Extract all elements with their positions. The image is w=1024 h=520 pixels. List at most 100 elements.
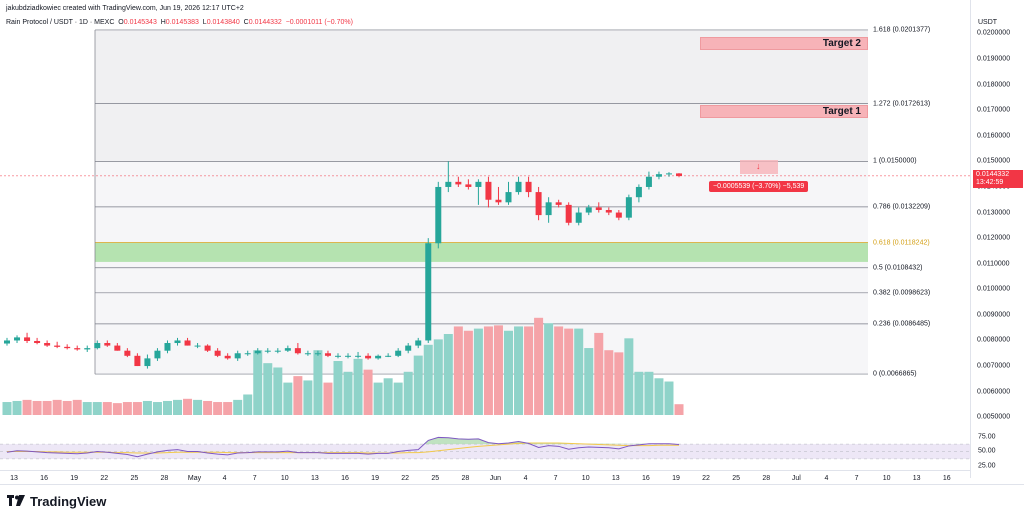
volume-bar — [283, 382, 293, 415]
volume-bar — [122, 402, 132, 415]
time-tick: Jul — [791, 475, 801, 482]
volume-bar — [453, 326, 463, 415]
volume-bar — [112, 403, 122, 415]
rsi-tick-25: 25.00 — [978, 462, 996, 470]
volume-bar — [102, 402, 112, 415]
time-tick: 28 — [762, 475, 771, 482]
golden-pocket-zone — [95, 242, 868, 262]
volume-bar — [504, 330, 513, 415]
candle-body — [605, 209, 612, 213]
candle-body — [194, 345, 201, 347]
time-tick: 22 — [702, 475, 710, 482]
candle-body — [54, 345, 61, 347]
price-axis[interactable]: 0.0200000 0.0190000 0.0180000 0.0170000 0.01… — [970, 0, 1024, 478]
candle-body — [14, 337, 21, 341]
candle-body — [595, 207, 602, 210]
volume-bar — [534, 317, 544, 415]
candle-body — [375, 355, 382, 359]
volume-bar — [674, 404, 684, 415]
price-tick: 0.0080000 — [977, 336, 1011, 344]
volume-bar — [293, 376, 303, 415]
time-tick: 10 — [280, 475, 289, 482]
measure-range[interactable] — [740, 160, 778, 174]
time-tick: 13 — [611, 475, 620, 482]
candle-body — [345, 355, 352, 357]
volume-bar — [313, 350, 323, 415]
candle-body — [505, 192, 512, 203]
price-tick: 0.0050000 — [977, 413, 1011, 421]
measure-readout: −0.0005539 (−3.70%) −5,539 — [709, 181, 809, 192]
fib-label-2: 1 (0.0150000) — [873, 157, 917, 165]
volume-bar — [333, 361, 343, 415]
candle-body — [365, 355, 372, 359]
fib-label-4: 0.618 (0.0118242) — [873, 239, 930, 247]
volume-bar — [253, 350, 263, 415]
time-tick: 13 — [912, 475, 921, 482]
candle-body — [625, 197, 632, 218]
candle-body — [535, 192, 542, 216]
fib-label-3: 0.786 (0.0132209) — [873, 203, 931, 211]
volume-bar — [473, 328, 483, 415]
candle-body — [164, 343, 171, 351]
volume-bar — [614, 352, 624, 415]
volume-bar — [323, 382, 333, 415]
target-1-box[interactable]: Target 1 — [700, 105, 868, 118]
candle-body — [294, 348, 301, 354]
time-tick: 19 — [70, 475, 79, 482]
volume-bar — [72, 399, 82, 415]
volume-bar — [303, 380, 313, 415]
candle-body — [264, 350, 271, 352]
candle-body — [324, 353, 331, 356]
ohlc-open-label: O — [118, 19, 124, 26]
volume-bar — [554, 326, 564, 415]
volume-bar — [32, 400, 42, 415]
currency-label: USDT — [978, 19, 998, 26]
symbol-pair[interactable]: Rain Protocol / USDT · 1D · MEXC — [6, 19, 115, 26]
price-tick: 0.0160000 — [977, 132, 1011, 140]
fib-label-0: 1.618 (0.0201377) — [873, 26, 931, 34]
price-tick: 0.0170000 — [977, 106, 1011, 114]
candle-body — [284, 348, 291, 351]
candle-body — [254, 350, 261, 354]
volume-bar — [524, 326, 534, 415]
time-tick: Jun — [489, 475, 502, 482]
volume-bar — [12, 400, 22, 415]
volume-bar — [42, 400, 52, 415]
time-tick: 25 — [130, 475, 139, 482]
time-tick: 22 — [401, 475, 410, 482]
candle-body — [334, 355, 341, 357]
candle-body — [154, 350, 161, 359]
volume-bar — [343, 371, 353, 415]
candle-body — [435, 186, 442, 244]
candle-body — [64, 346, 71, 349]
ohlc-change: −0.0001011 (−0.70%) — [285, 19, 353, 26]
time-axis[interactable]: 13 16 19 22 25 28 May 4 7 10 13 16 19 22 25 28 Jun 4 7 10 13… — [0, 470, 970, 484]
candle-body — [134, 355, 141, 367]
candle-body — [676, 173, 683, 176]
time-tick: 4 — [222, 475, 227, 482]
volume-bar — [644, 371, 654, 415]
volume-bar — [584, 348, 594, 415]
candle-body — [234, 353, 241, 359]
tradingview-brand[interactable]: TradingView — [6, 494, 106, 509]
candle-body — [645, 176, 652, 187]
volume-bar — [403, 371, 413, 415]
price-tick: 0.0090000 — [977, 311, 1011, 319]
price-tick: 0.0120000 — [977, 234, 1011, 242]
target-2-box[interactable]: Target 2 — [700, 37, 868, 50]
price-tick: 0.0070000 — [977, 362, 1011, 370]
ohlc-close-label: C — [243, 19, 249, 26]
volume-bar — [193, 399, 203, 415]
volume-bar — [514, 326, 524, 415]
price-chart[interactable] — [0, 0, 970, 470]
volume-bar — [52, 399, 62, 415]
candle-body — [575, 212, 582, 223]
volume-bar — [273, 367, 283, 415]
time-tick: 25 — [732, 475, 741, 482]
candle-body — [84, 348, 91, 350]
candle-body — [94, 343, 101, 349]
candle-body — [274, 350, 281, 352]
candle-body — [34, 340, 41, 344]
candle-body — [304, 353, 311, 355]
volume-bar — [373, 382, 383, 415]
